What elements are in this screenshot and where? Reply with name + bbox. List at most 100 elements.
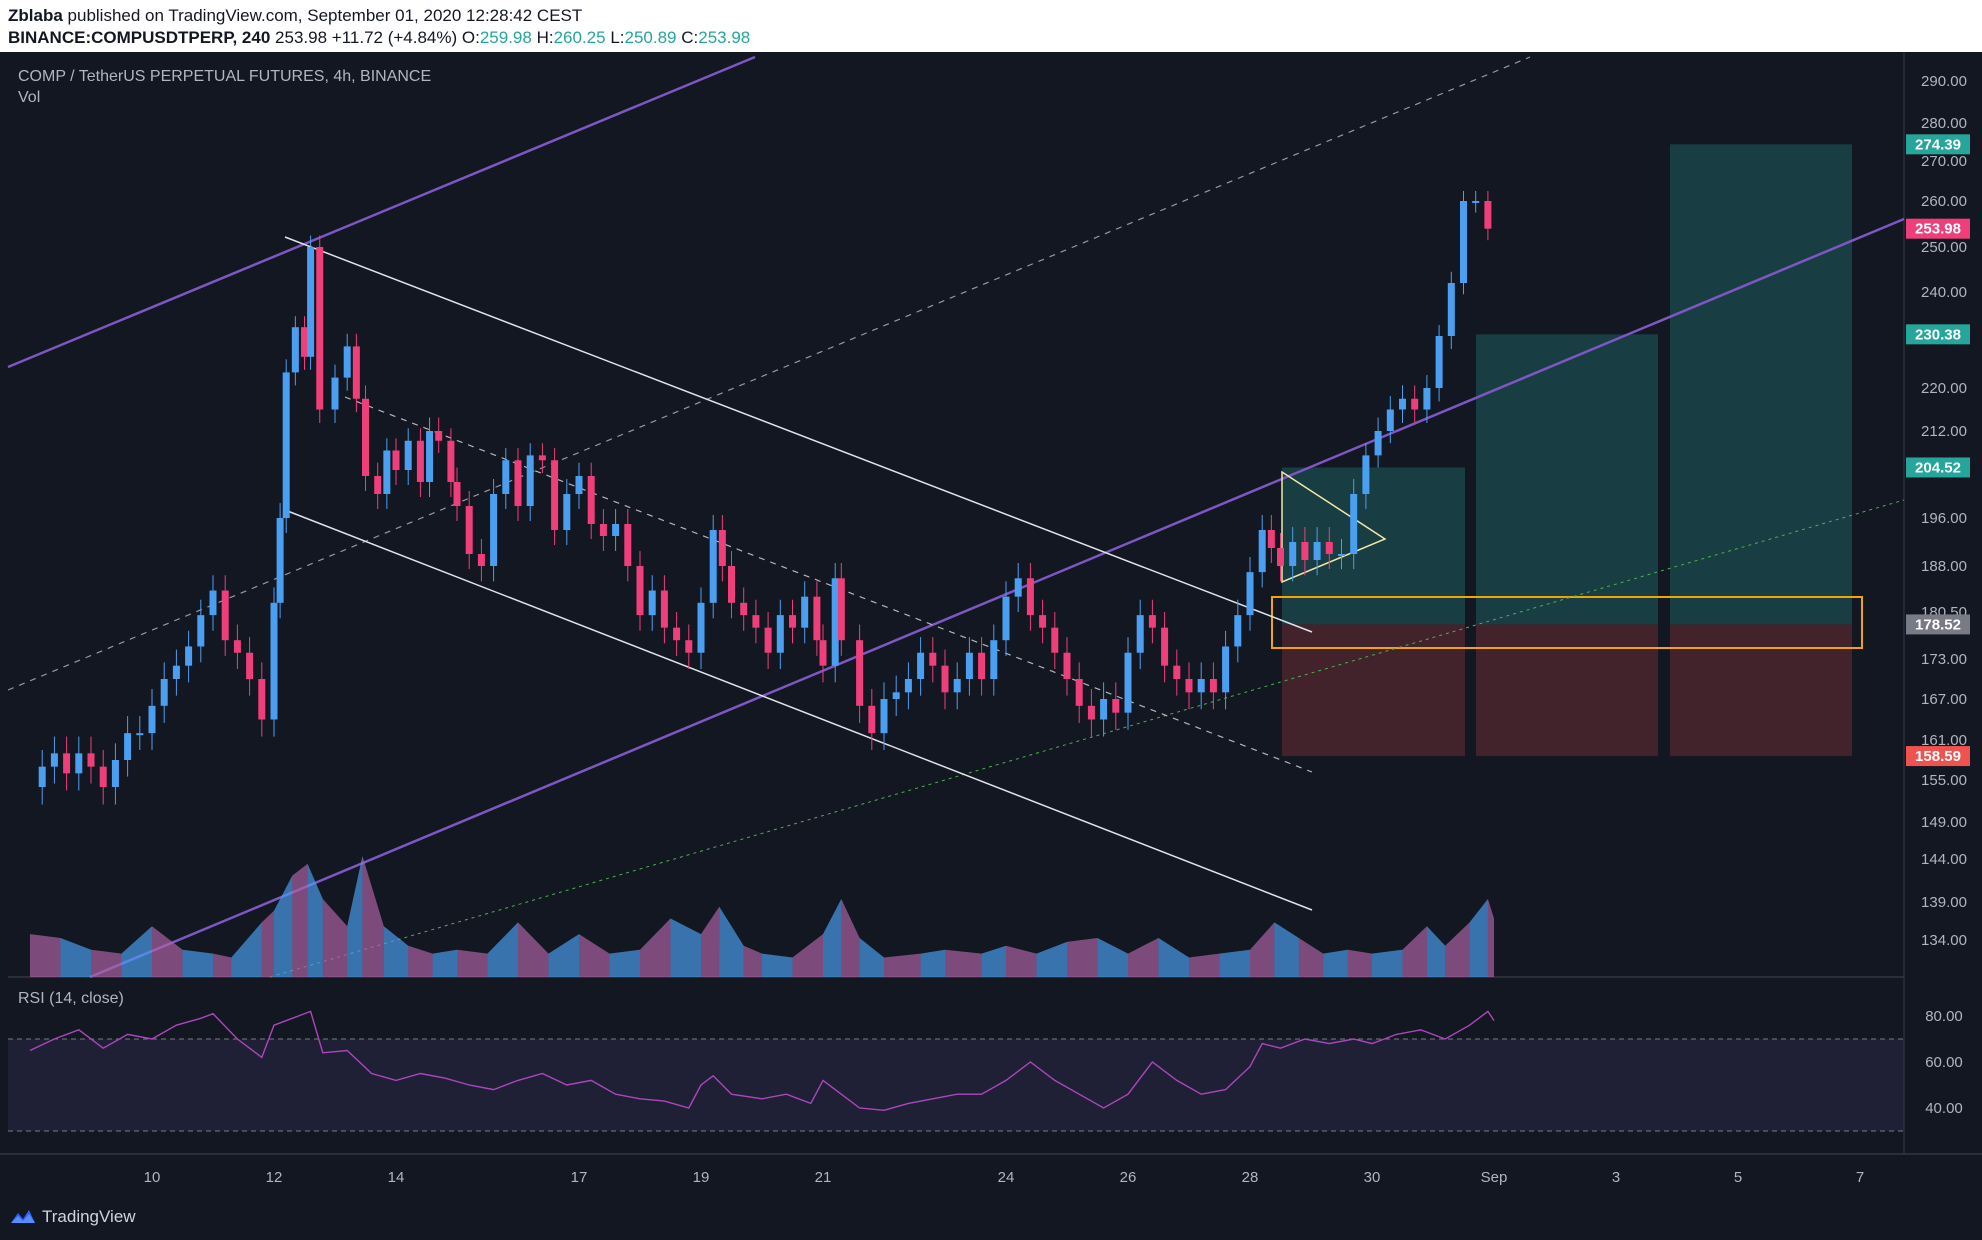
volume-segment xyxy=(1487,899,1494,977)
volume-segment xyxy=(457,949,488,977)
candle-body xyxy=(740,602,748,616)
volume-segment xyxy=(792,934,823,977)
candle-body xyxy=(868,705,876,734)
candle-body xyxy=(813,596,821,641)
candle-body xyxy=(1234,615,1242,647)
candle-body xyxy=(636,566,644,616)
price-tag-box xyxy=(1906,218,1970,239)
candle-body xyxy=(374,476,382,494)
candle-body xyxy=(1325,542,1333,554)
open-value: 259.98 xyxy=(479,28,532,47)
candle-body xyxy=(352,346,360,399)
volume-segment xyxy=(182,949,213,977)
candle-body xyxy=(978,652,986,679)
candle-body xyxy=(728,566,735,603)
published-text: published on TradingView.com, September … xyxy=(67,6,583,25)
candle-body xyxy=(1246,572,1254,616)
price-tick-label: 250.00 xyxy=(1921,239,1967,256)
price-tag-label: 178.52 xyxy=(1915,616,1961,633)
candle-body xyxy=(362,398,369,476)
candle-body xyxy=(1362,455,1370,494)
tradingview-logo-icon[interactable] xyxy=(10,1208,36,1226)
candle-body xyxy=(1447,283,1455,336)
volume-segment xyxy=(670,918,701,977)
candle-body xyxy=(307,247,315,357)
candle-body xyxy=(172,665,180,679)
volume-segment xyxy=(1469,899,1488,977)
candle-body xyxy=(1258,530,1266,573)
candle-body xyxy=(673,627,681,641)
candle-body xyxy=(1484,201,1492,229)
volume-segment xyxy=(347,856,363,977)
candle-body xyxy=(50,753,58,767)
candle-body xyxy=(258,679,266,720)
support-zone-rectangle xyxy=(1271,596,1863,649)
high-value: 260.25 xyxy=(553,28,606,47)
candle-body xyxy=(551,460,559,530)
candle-body xyxy=(502,460,510,494)
volume-segment xyxy=(408,945,433,977)
open-label: O: xyxy=(461,28,480,47)
candle-body xyxy=(1350,494,1358,554)
volume-segment xyxy=(1006,945,1037,977)
falling-channel-upper xyxy=(284,236,1313,633)
volume-segment xyxy=(487,922,518,977)
candle-body xyxy=(1313,542,1321,560)
volume-segment xyxy=(1250,922,1275,977)
volume-segment xyxy=(548,934,579,977)
volume-segment xyxy=(823,899,842,977)
candle-body xyxy=(38,766,46,787)
volume-segment xyxy=(1347,949,1372,977)
candle-body xyxy=(892,692,900,699)
candle-body xyxy=(1112,699,1120,713)
candle-body xyxy=(789,615,796,628)
price-tag-box xyxy=(1906,457,1970,478)
price-tick-label: 270.00 xyxy=(1921,153,1967,170)
price-tick-label: 196.00 xyxy=(1921,510,1967,527)
symbol-line: BINANCE:COMPUSDTPERP, 240 253.98 +11.72 … xyxy=(8,28,750,48)
candle-body xyxy=(426,431,434,482)
price-tag-box xyxy=(1906,614,1970,635)
price-tick-label: 290.00 xyxy=(1921,73,1967,90)
price-tick-label: 240.00 xyxy=(1921,284,1967,301)
candle-body xyxy=(383,450,391,494)
long-position-stop-3 xyxy=(1670,624,1852,757)
volume-segment xyxy=(1158,938,1189,977)
chart-legend-title: COMP / TetherUS PERPETUAL FUTURES, 4h, B… xyxy=(18,68,431,85)
candle-body xyxy=(111,760,119,787)
price-tick-label: 155.00 xyxy=(1921,772,1967,789)
candle-body xyxy=(124,733,132,760)
volume-segment xyxy=(1402,926,1427,977)
price-tick-label: 173.00 xyxy=(1921,651,1967,668)
candle-body xyxy=(917,652,925,679)
candle-body xyxy=(1014,578,1022,597)
author-name[interactable]: Zblaba xyxy=(8,6,63,25)
volume-segment xyxy=(518,922,549,977)
candle-body xyxy=(1338,554,1345,556)
candle-body xyxy=(709,530,717,603)
long-position-target-2 xyxy=(1476,334,1658,625)
candle-body xyxy=(1197,679,1205,693)
time-tick-label: 28 xyxy=(1242,1169,1259,1186)
candle-body xyxy=(453,482,461,506)
candle-body xyxy=(1136,615,1144,653)
symbol-name: BINANCE:COMPUSDTPERP, 240 xyxy=(8,28,271,47)
candle-body xyxy=(1267,530,1275,548)
candle-body xyxy=(1399,398,1406,410)
time-tick-label: 12 xyxy=(266,1169,283,1186)
price-chart[interactable]: 290.00 280.00 270.00 260.00 250.00 240.00 230.… xyxy=(0,52,1982,1240)
candle-body xyxy=(136,733,144,736)
candle-body xyxy=(246,652,254,679)
price-tick-label: 134.00 xyxy=(1921,932,1967,949)
candle-body xyxy=(1209,679,1217,693)
candle-body xyxy=(416,440,424,482)
candle-body xyxy=(160,679,168,706)
price-tick-label: 212.00 xyxy=(1921,423,1967,440)
time-tick-label: 26 xyxy=(1120,1169,1137,1186)
tradingview-brand[interactable]: TradingView xyxy=(42,1207,136,1226)
candle-body xyxy=(752,615,760,628)
price-tag-box xyxy=(1906,746,1970,767)
publish-line: Zblaba published on TradingView.com, Sep… xyxy=(8,6,582,26)
volume-segment xyxy=(884,953,921,977)
candle-body xyxy=(526,455,534,506)
